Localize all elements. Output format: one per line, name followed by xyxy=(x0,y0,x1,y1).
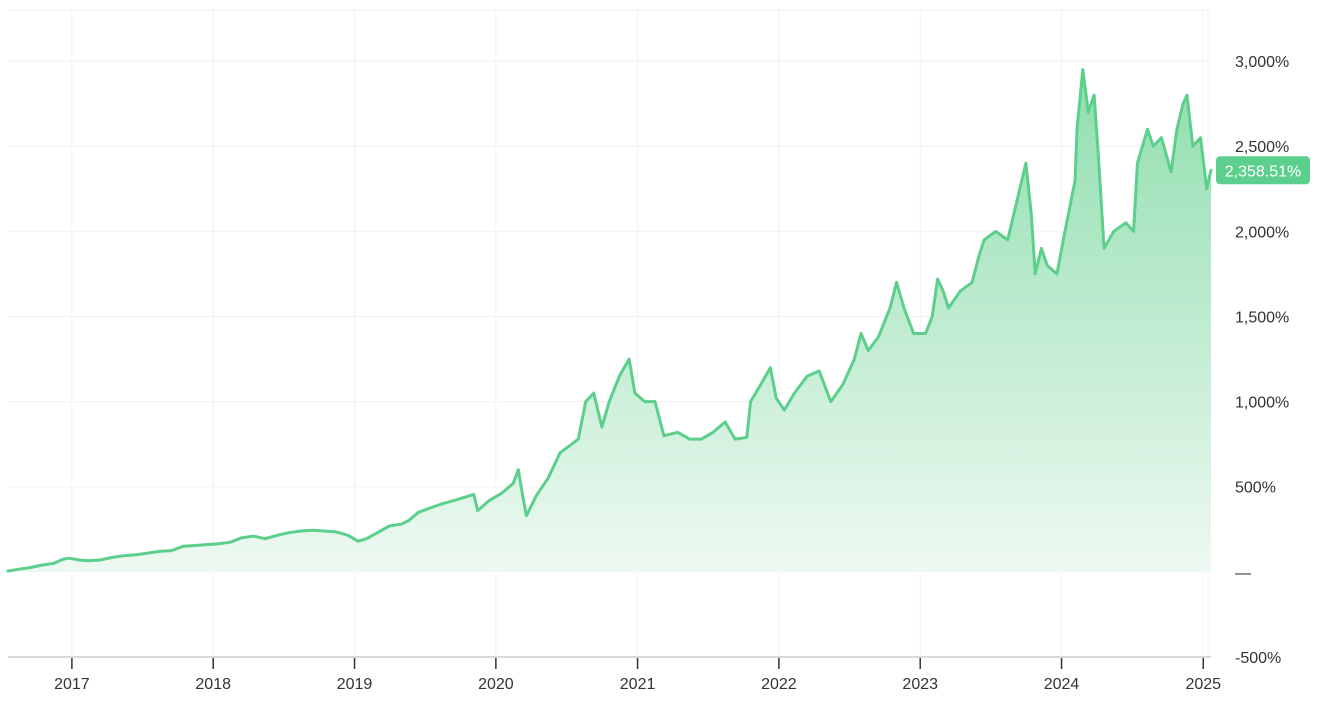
x-tick-label: 2018 xyxy=(195,676,231,693)
y-tick-label: 2,500% xyxy=(1235,139,1289,156)
x-tick-label: 2017 xyxy=(54,676,90,693)
x-tick-label: 2021 xyxy=(620,676,656,693)
x-tick-label: 2020 xyxy=(478,676,514,693)
label-layer: 3,000% 2,500% 2,000% 1,500% 1,000% 500% — -500%… xyxy=(54,54,1310,693)
y-tick-label: -500% xyxy=(1235,650,1281,667)
area-layer xyxy=(6,68,1213,573)
series-line xyxy=(6,68,1213,573)
x-tick-label: 2025 xyxy=(1185,676,1221,693)
last-value-badge xyxy=(1216,156,1310,185)
y-tick-label: 3,000% xyxy=(1235,54,1289,71)
x-tick-label: 2023 xyxy=(902,676,938,693)
y-tick-label: 2,000% xyxy=(1235,224,1289,241)
y-tick-label: — xyxy=(1235,565,1251,582)
x-tick-label: 2024 xyxy=(1044,676,1080,693)
x-tick-label: 2022 xyxy=(761,676,797,693)
y-tick-label: 500% xyxy=(1235,480,1276,497)
series-area xyxy=(8,69,1211,572)
last-value-label: 2,358.51% xyxy=(1225,163,1302,180)
y-tick-label: 1,000% xyxy=(1235,395,1289,412)
axis-layer xyxy=(8,656,1211,669)
x-tick-label: 2019 xyxy=(337,676,373,693)
y-tick-label: 1,500% xyxy=(1235,309,1289,326)
